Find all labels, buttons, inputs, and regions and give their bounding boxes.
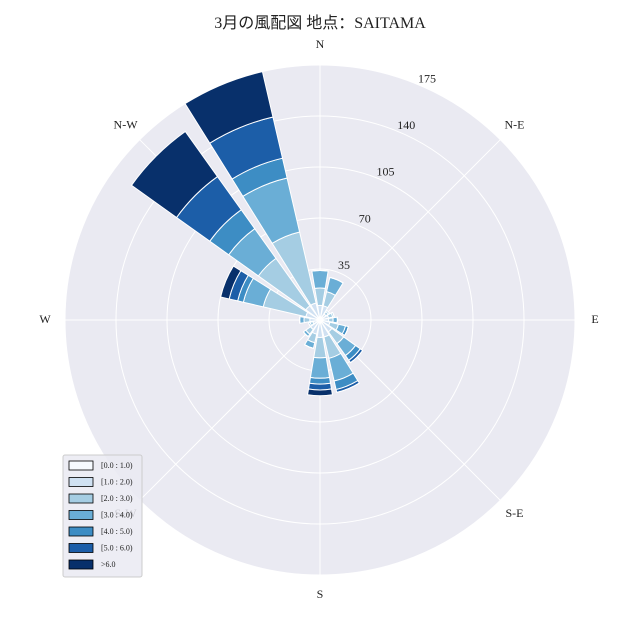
wind-segment: [328, 317, 334, 323]
wind-segment: [303, 316, 311, 324]
legend-swatch: [68, 510, 94, 520]
legend-label: [5.0 : 6.0): [101, 543, 133, 552]
direction-label: W: [39, 312, 51, 326]
direction-label: E: [591, 312, 598, 326]
legend-swatch: [68, 460, 94, 471]
legend-swatch: [68, 493, 94, 504]
r-tick-label: 175: [418, 71, 436, 85]
wind-segment: [130, 130, 219, 219]
r-tick-label: 35: [338, 258, 350, 272]
grid-spoke: [139, 319, 321, 501]
direction-label: N-W: [114, 117, 139, 131]
legend-label: [4.0 : 5.0): [101, 527, 133, 536]
legend: [0.0 : 1.0) [1.0 : 2.0) [2.0 : 3.0) [3.0 : …: [62, 454, 143, 578]
legend-swatch: [68, 526, 94, 537]
wind-segment: [311, 269, 329, 272]
direction-label: S: [317, 587, 324, 601]
wind-segment: [326, 310, 330, 314]
wind-segment: [308, 376, 332, 385]
wind-segment: [311, 269, 329, 289]
direction-label: N-E: [504, 117, 524, 131]
r-tick-label: 105: [376, 165, 394, 179]
legend-label: >6.0: [101, 560, 116, 569]
wind-segment: [332, 316, 338, 324]
wind-segment: [184, 70, 274, 144]
wind-segment: [309, 356, 331, 379]
wind-segment: [306, 388, 334, 397]
grid-spoke: [319, 139, 501, 321]
legend-label: [3.0 : 4.0): [101, 510, 133, 519]
legend-label: [0.0 : 1.0): [101, 461, 133, 470]
direction-label: N: [316, 37, 325, 51]
wind-segment: [220, 265, 242, 300]
wind-segment: [299, 316, 305, 324]
chart-title: 3月の風配図 地点：SAITAMA: [214, 14, 426, 32]
wind-segment: [307, 382, 333, 391]
legend-swatch: [68, 477, 94, 487]
legend-swatch: [68, 559, 94, 570]
legend-swatch: [68, 543, 94, 553]
r-tick-label: 140: [397, 118, 415, 132]
legend-label: [2.0 : 3.0): [101, 494, 133, 503]
r-tick-label: 70: [359, 211, 371, 225]
direction-label: S-E: [505, 506, 523, 520]
legend-label: [1.0 : 2.0): [101, 477, 133, 486]
